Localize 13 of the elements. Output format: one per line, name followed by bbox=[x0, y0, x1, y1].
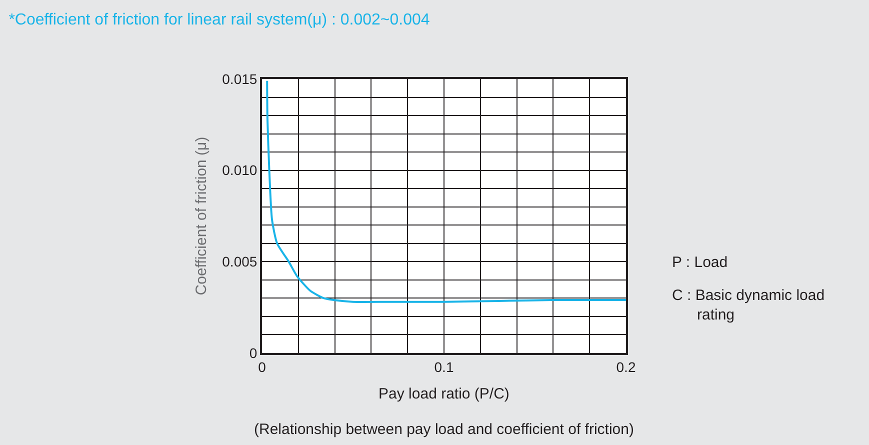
y-tick-label: 0 bbox=[249, 344, 258, 361]
x-axis-title: Pay load ratio (P/C) bbox=[378, 385, 510, 402]
y-tick-label: 0.005 bbox=[222, 254, 258, 270]
text: C : Basic dynamic load rating bbox=[672, 287, 825, 324]
text: P : Load bbox=[672, 254, 728, 271]
x-tick-label: 0.2 bbox=[616, 358, 636, 375]
y-tick-label: 0.015 bbox=[222, 70, 258, 87]
y-axis-title: Coefficient of friction (μ) bbox=[192, 136, 210, 296]
y-tick-label: 0.010 bbox=[222, 162, 258, 178]
text: (Relationship between pay load and coefficient of friction) bbox=[254, 421, 634, 438]
line-series bbox=[266, 80, 626, 303]
x-tick-label: 0.1 bbox=[434, 358, 454, 375]
chart-title: *Coefficient of friction for linear rail system(μ) : 0.002~0.004 bbox=[8, 12, 430, 29]
